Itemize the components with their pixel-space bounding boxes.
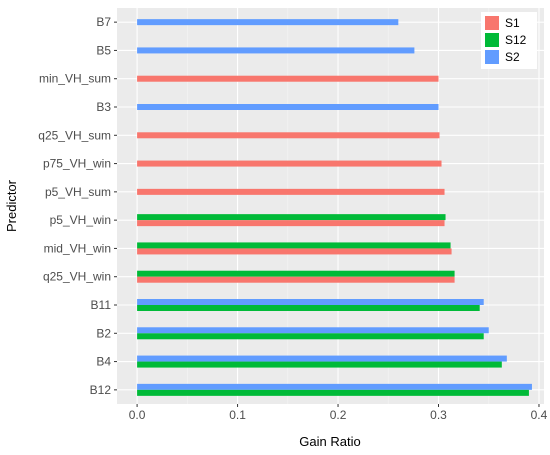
bar-s2 (137, 47, 415, 54)
x-tick-label: 0.1 (229, 408, 246, 422)
legend: S1 S12 S2 (481, 12, 537, 69)
y-tick-label: p75_VH_win (43, 157, 111, 171)
bar-s1 (137, 188, 445, 195)
bar-s12 (137, 389, 529, 396)
y-tick-label: min_VH_sum (39, 72, 111, 86)
bar-s12 (137, 333, 484, 340)
y-tick-label: p5_VH_sum (45, 185, 111, 199)
y-tick-label: B5 (96, 43, 111, 57)
x-tick-label: 0.2 (330, 408, 347, 422)
y-tick-label: B7 (96, 15, 111, 29)
bar-s1 (137, 248, 452, 255)
legend-key-s2 (485, 50, 499, 64)
y-axis-title: Predictor (4, 179, 19, 232)
bar-s12 (137, 242, 451, 249)
bar-s12 (137, 361, 502, 368)
x-tick-label: 0.3 (430, 408, 447, 422)
x-axis: 0.0 0.1 0.2 0.3 0.4 (129, 404, 548, 422)
bar-s1 (137, 132, 440, 139)
y-tick-label: B2 (96, 326, 111, 340)
x-tick-label: 0.4 (531, 408, 548, 422)
x-axis-title: Gain Ratio (299, 434, 360, 449)
plot-panel (117, 8, 544, 404)
bar-s12 (137, 214, 446, 221)
legend-key-s1 (485, 16, 499, 30)
bar-s2 (137, 327, 489, 334)
bar-s1 (137, 160, 442, 167)
bar-s12 (137, 270, 455, 277)
legend-key-s12 (485, 33, 499, 47)
legend-label-s2: S2 (505, 50, 520, 64)
y-tick-label: B12 (90, 383, 112, 397)
x-tick-label: 0.0 (129, 408, 146, 422)
bar-s12 (137, 305, 480, 311)
bar-s2 (137, 383, 532, 390)
y-tick-label: B3 (96, 100, 111, 114)
bar-s2 (137, 19, 399, 26)
y-tick-label: p5_VH_win (50, 213, 111, 227)
bar-s2 (137, 355, 507, 362)
y-tick-label: q25_VH_win (43, 270, 111, 284)
y-tick-label: q25_VH_sum (38, 128, 111, 142)
y-tick-label: mid_VH_win (44, 241, 111, 255)
bar-s1 (137, 276, 455, 283)
y-tick-label: B11 (91, 298, 112, 312)
bars (137, 19, 532, 396)
legend-label-s12: S12 (505, 33, 527, 47)
bar-s1 (137, 220, 445, 227)
y-axis: B7 B5 min_VH_sum B3 q25_VH_sum p75_VH_win p5_V… (38, 15, 117, 397)
legend-label-s1: S1 (505, 16, 520, 30)
bar-s2 (137, 104, 439, 110)
y-tick-label: B4 (96, 355, 111, 369)
bar-s1 (137, 75, 439, 82)
bar-s2 (137, 299, 484, 305)
